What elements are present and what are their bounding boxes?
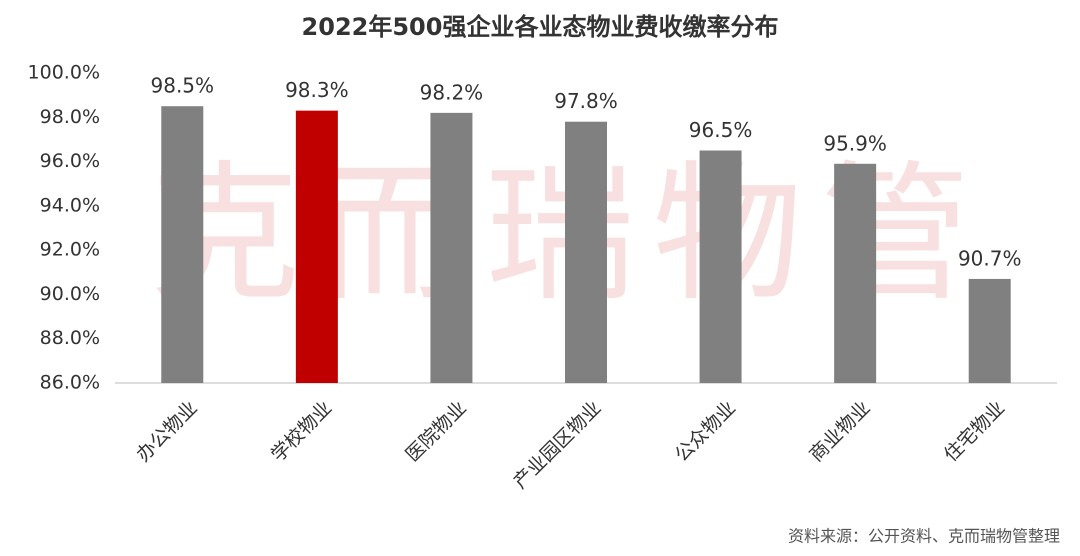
y-tick-label: 94.0%: [40, 194, 100, 216]
source-note: 资料来源：公开资料、克而瑞物管整理: [788, 527, 1060, 546]
y-tick-label: 92.0%: [40, 239, 100, 261]
value-label: 98.3%: [285, 78, 349, 102]
x-tick-label: 公众物业: [671, 397, 740, 466]
bar: [968, 278, 1011, 383]
bar: [430, 112, 473, 383]
value-label: 98.2%: [420, 80, 484, 104]
x-tick-label: 办公物业: [132, 397, 201, 466]
x-tick-label: 医院物业: [402, 397, 471, 466]
y-tick-label: 96.0%: [40, 150, 100, 172]
bar: [161, 106, 204, 383]
chart-title: 2022年500强企业各业态物业费收缴率分布: [302, 13, 779, 41]
x-tick-label: 学校物业: [267, 397, 336, 466]
y-tick-label: 90.0%: [40, 283, 100, 305]
x-tick-label: 产业园区物业: [509, 397, 605, 493]
value-label: 97.8%: [554, 89, 618, 113]
y-tick-label: 88.0%: [40, 327, 100, 349]
value-label: 95.9%: [823, 131, 887, 155]
bar: [834, 163, 877, 383]
y-tick-label: 100.0%: [28, 62, 100, 84]
x-tick-label: 商业物业: [805, 397, 874, 466]
value-label: 96.5%: [689, 118, 753, 142]
value-label: 90.7%: [958, 246, 1022, 270]
x-tick-label: 住宅物业: [940, 397, 1009, 466]
y-tick-label: 98.0%: [40, 106, 100, 128]
bar: [565, 121, 607, 383]
y-tick-label: 86.0%: [40, 372, 100, 394]
watermark: 克而瑞物管: [150, 148, 970, 322]
bar: [699, 150, 742, 383]
value-label: 98.5%: [151, 74, 215, 98]
bar: [295, 110, 338, 384]
